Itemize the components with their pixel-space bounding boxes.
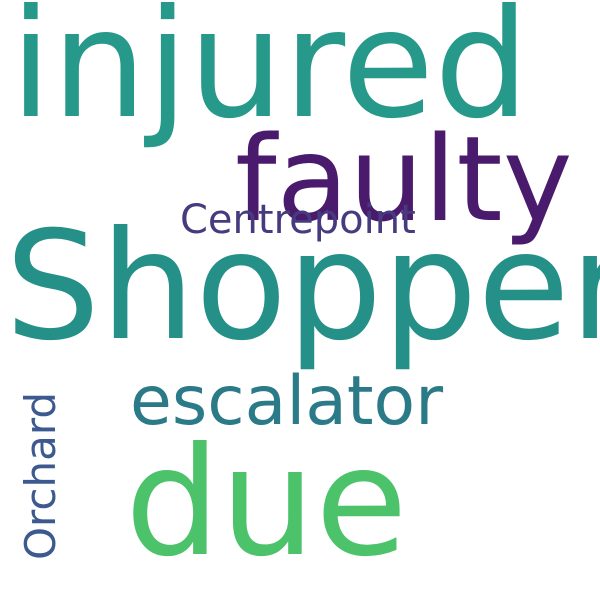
word-orchard: Orchard <box>16 391 65 560</box>
word-injured: injured <box>10 0 530 152</box>
word-escalator: escalator <box>130 362 444 441</box>
word-due: due <box>125 416 408 590</box>
word-faulty: faulty <box>235 110 573 248</box>
word-centrepoint: Centrepoint <box>180 197 416 243</box>
word-shopper: Shopper <box>5 200 600 374</box>
